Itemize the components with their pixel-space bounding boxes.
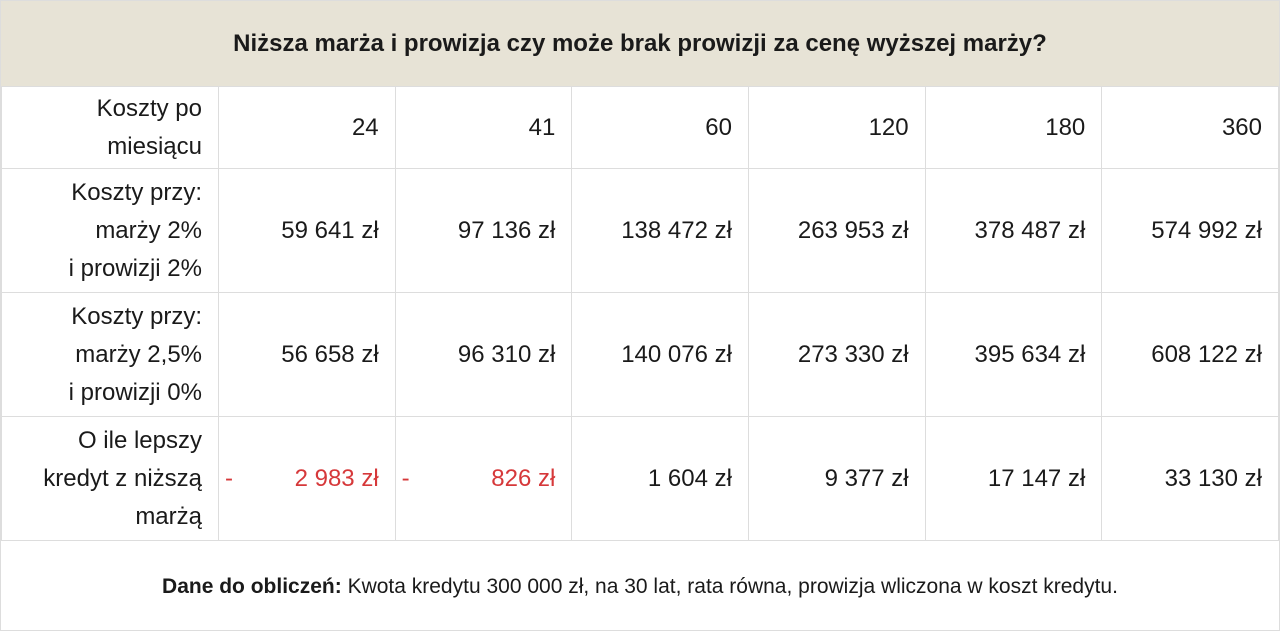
footer: Dane do obliczeń: Kwota kredytu 300 000 … — [1, 541, 1279, 633]
title: Niższa marża i prowizja czy może brak pr… — [1, 1, 1279, 86]
row-label-line: O ile lepszy — [77, 426, 202, 454]
row-label-line: marżą — [135, 502, 202, 530]
footer-text: Kwota kredytu 300 000 zł, na 30 lat, rat… — [347, 575, 1118, 598]
table-cell: 9 377 zł — [747, 416, 926, 541]
table-cell: 96 310 zł — [394, 292, 573, 417]
cell-text: 2 983 zł — [294, 464, 379, 492]
table-cell: 574 992 zł — [1101, 168, 1279, 293]
row-label-line: Koszty przy: — [71, 302, 202, 330]
cell-text: 826 zł — [491, 464, 556, 492]
table-cell: 180 — [924, 86, 1103, 169]
row-label-line: i prowizji 2% — [68, 254, 202, 282]
table-cell: - 826 zł — [394, 416, 573, 541]
table-cell: 140 076 zł — [571, 292, 749, 417]
table-cell: 17 147 zł — [924, 416, 1103, 541]
table-row: Koszty po miesiącu 24 41 60 120 180 360 — [1, 86, 1279, 169]
row-label-line: marży 2,5% — [75, 340, 202, 368]
table-cell: 41 — [394, 86, 573, 169]
row-label: Koszty przy: marży 2% i prowizji 2% — [1, 168, 219, 293]
table-cell: 33 130 zł — [1101, 416, 1279, 541]
table-cell: 138 472 zł — [571, 168, 749, 293]
row-label-line: Koszty po — [96, 94, 202, 122]
negative-value: - 2 983 zł — [225, 460, 379, 498]
table-cell: 24 — [218, 86, 396, 169]
table-row: Koszty przy: marży 2% i prowizji 2% 59 641 … — [1, 168, 1279, 293]
negative-value: - 826 zł — [402, 460, 556, 498]
table-cell: 378 487 zł — [924, 168, 1103, 293]
row-label-line: miesiącu — [107, 132, 202, 160]
table-cell: 263 953 zł — [747, 168, 926, 293]
table-cell: 60 — [571, 86, 749, 169]
table-cell: 97 136 zł — [394, 168, 573, 293]
table-row: Koszty przy: marży 2,5% i prowizji 0% 56 65… — [1, 292, 1279, 417]
table-cell: 395 634 zł — [924, 292, 1103, 417]
footer-bold: Dane do obliczeń: — [162, 575, 342, 598]
row-label: Koszty przy: marży 2,5% i prowizji 0% — [1, 292, 219, 417]
table-cell: 56 658 zł — [218, 292, 396, 417]
row-label-line: i prowizji 0% — [68, 378, 202, 406]
table-cell: 59 641 zł — [218, 168, 396, 293]
table-row: O ile lepszy kredyt z niższą marżą -2 983 z… — [1, 416, 1279, 541]
sign: - — [401, 464, 410, 492]
row-label: Koszty po miesiącu — [1, 86, 219, 169]
row-label-line: marży 2% — [95, 216, 202, 244]
table-cell: 608 122 zł — [1101, 292, 1279, 417]
row-label-line: Koszty przy: — [71, 178, 202, 206]
table-cell: 273 330 zł — [747, 292, 926, 417]
sign: - — [225, 464, 233, 492]
table-cell: 360 — [1101, 86, 1279, 169]
row-label-line: kredyt z niższą — [43, 464, 202, 492]
table-cell: 120 — [747, 86, 926, 169]
row-label: O ile lepszy kredyt z niższą marżą — [1, 416, 219, 541]
table: Koszty po miesiącu 24 41 60 120 180 360 Koszty p… — [1, 86, 1279, 541]
table-cell: - 2 983 zł — [218, 416, 396, 541]
table-cell: 1 604 zł — [571, 416, 749, 541]
